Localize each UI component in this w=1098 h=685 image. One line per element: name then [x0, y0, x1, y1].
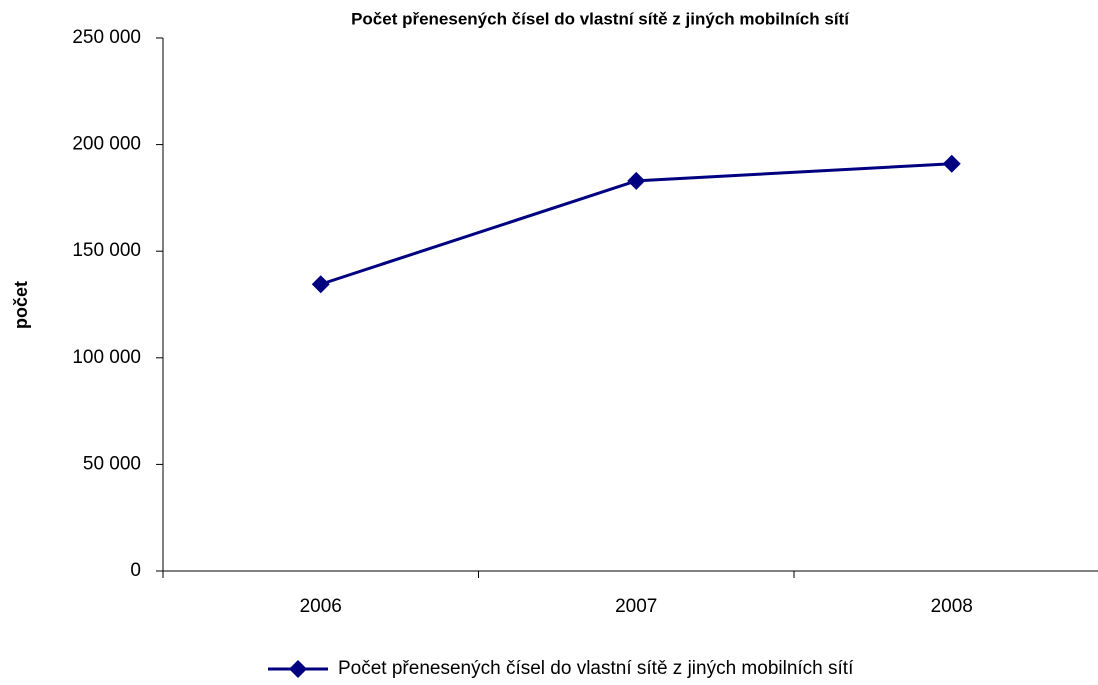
- y-tick-label: 150 000: [72, 240, 141, 261]
- y-axis-title: počet: [11, 281, 31, 329]
- legend-label: Počet přenesených čísel do vlastní sítě …: [338, 658, 854, 679]
- x-tick-label: 2006: [300, 596, 342, 617]
- x-tick-label: 2008: [931, 596, 973, 617]
- y-tick-label: 250 000: [72, 27, 141, 48]
- x-tick-label: 2007: [615, 596, 657, 617]
- legend-marker: [289, 660, 307, 678]
- y-tick-label: 200 000: [72, 134, 141, 155]
- point-marker: [627, 171, 646, 190]
- y-tick-label: 100 000: [72, 347, 141, 368]
- y-tick-label: 50 000: [83, 453, 141, 474]
- chart-title: Počet přenesených čísel do vlastní sítě …: [351, 9, 850, 28]
- point-marker: [311, 275, 330, 294]
- point-marker: [942, 154, 961, 173]
- y-tick-label: 0: [130, 560, 141, 581]
